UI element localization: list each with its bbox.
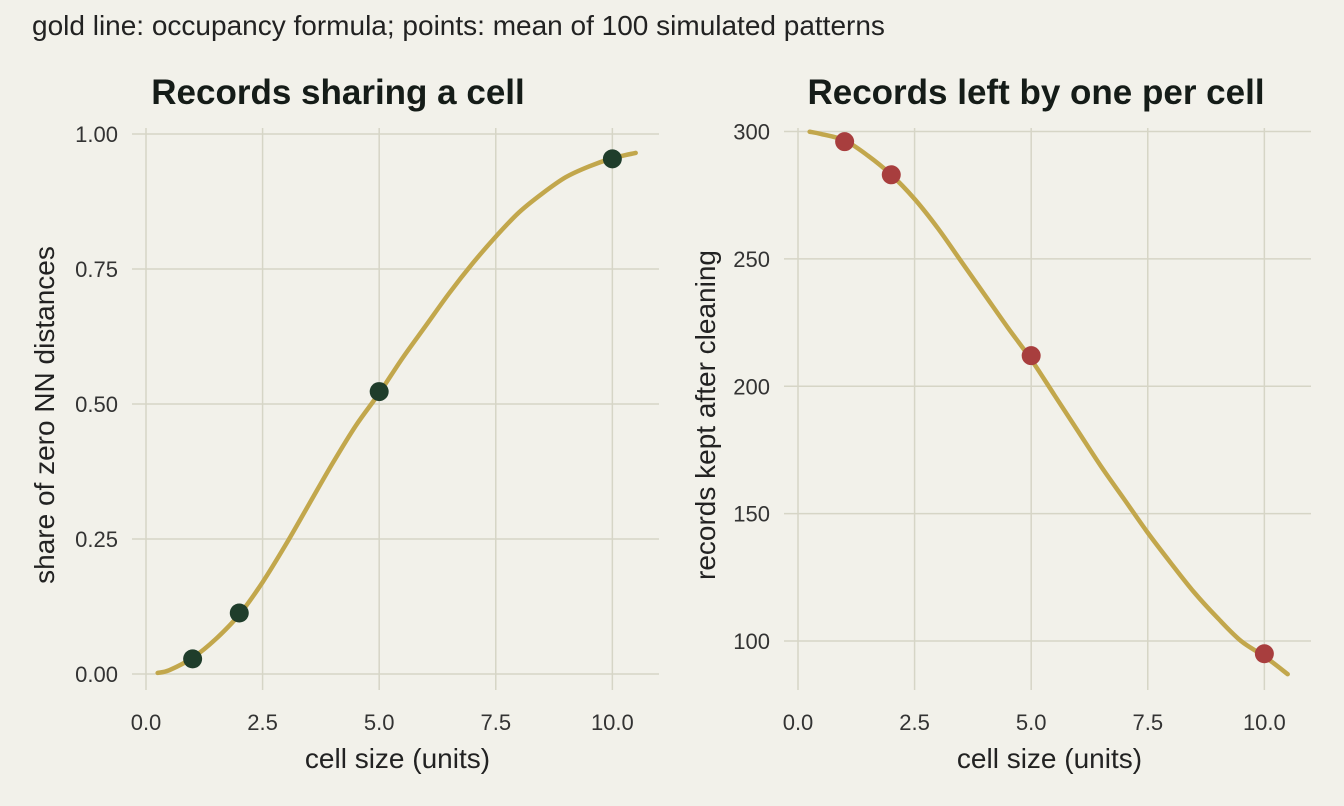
y-tick-label: 200 [733, 374, 770, 399]
y-tick-label: 0.25 [75, 527, 118, 552]
x-axis-label: cell size (units) [305, 743, 490, 774]
x-tick-label: 5.0 [1016, 710, 1047, 735]
y-tick-label: 300 [733, 119, 770, 144]
panel-right: Records left by one per cell 0.0 2.5 5.0 7.5… [690, 73, 1311, 774]
panel-title-left: Records sharing a cell [151, 73, 524, 112]
x-tick-label: 0.0 [131, 710, 162, 735]
x-tick-label: 7.5 [480, 710, 511, 735]
chart-subtitle: gold line: occupancy formula; points: me… [32, 10, 885, 41]
simulated-point [881, 165, 901, 185]
panel-left: Records sharing a cell 0.0 2.5 5.0 7.5 10.0 0.… [29, 73, 659, 774]
x-tick-label: 2.5 [899, 710, 930, 735]
y-tick-label: 0.00 [75, 662, 118, 687]
simulated-point [1254, 644, 1274, 664]
simulated-point [835, 132, 855, 152]
y-axis-label: records kept after cleaning [690, 250, 721, 580]
y-axis-label: share of zero NN distances [29, 246, 60, 584]
formula-line-left [155, 150, 638, 676]
simulated-point [369, 382, 389, 402]
x-tick-label: 2.5 [247, 710, 278, 735]
formula-line-right [807, 129, 1290, 677]
y-tick-label: 1.00 [75, 122, 118, 147]
x-tick-label: 7.5 [1132, 710, 1163, 735]
y-tick-label: 250 [733, 247, 770, 272]
y-tick-label: 100 [733, 629, 770, 654]
simulated-point [183, 649, 203, 669]
panel-title-right: Records left by one per cell [807, 73, 1264, 112]
simulated-point [1021, 346, 1041, 366]
x-tick-label: 0.0 [783, 710, 814, 735]
simulated-point [229, 603, 249, 623]
x-tick-label: 10.0 [1243, 710, 1286, 735]
x-tick-label: 5.0 [364, 710, 395, 735]
simulated-point [602, 149, 622, 169]
y-tick-label: 150 [733, 502, 770, 527]
x-tick-label: 10.0 [591, 710, 634, 735]
x-axis-label: cell size (units) [957, 743, 1142, 774]
y-tick-label: 0.50 [75, 392, 118, 417]
y-tick-label: 0.75 [75, 257, 118, 282]
